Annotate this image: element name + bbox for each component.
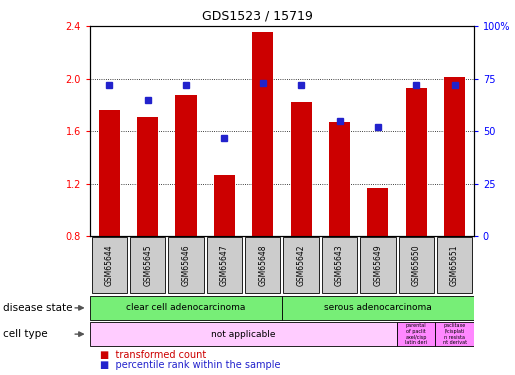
Text: GSM65649: GSM65649 — [373, 244, 382, 286]
Bar — [99, 110, 120, 236]
Text: parental
of paclit
axel/cisp
latin deri: parental of paclit axel/cisp latin deri — [405, 323, 427, 345]
Text: serous adenocarcinoma: serous adenocarcinoma — [324, 303, 432, 312]
FancyBboxPatch shape — [397, 322, 436, 346]
FancyBboxPatch shape — [90, 296, 282, 320]
Bar — [444, 78, 465, 236]
Text: GSM65651: GSM65651 — [450, 244, 459, 286]
FancyBboxPatch shape — [399, 237, 434, 293]
Bar — [406, 88, 427, 236]
Text: GSM65643: GSM65643 — [335, 244, 344, 286]
Bar — [329, 122, 350, 236]
Text: ■  transformed count: ■ transformed count — [100, 350, 207, 360]
Text: GSM65642: GSM65642 — [297, 244, 305, 286]
Bar — [214, 175, 235, 236]
Text: GSM65646: GSM65646 — [182, 244, 191, 286]
FancyBboxPatch shape — [437, 237, 472, 293]
Text: GSM65645: GSM65645 — [143, 244, 152, 286]
FancyBboxPatch shape — [360, 237, 396, 293]
Bar — [252, 32, 273, 236]
FancyBboxPatch shape — [436, 322, 474, 346]
Text: paclitaxe
l/cisplati
n resista
nt derivat: paclitaxe l/cisplati n resista nt deriva… — [442, 323, 467, 345]
Text: GSM65647: GSM65647 — [220, 244, 229, 286]
Text: GSM65648: GSM65648 — [259, 244, 267, 286]
FancyBboxPatch shape — [245, 237, 281, 293]
Text: ■  percentile rank within the sample: ■ percentile rank within the sample — [100, 360, 281, 370]
Bar — [137, 117, 158, 236]
Text: not applicable: not applicable — [211, 330, 276, 339]
Text: GDS1523 / 15719: GDS1523 / 15719 — [202, 9, 313, 22]
FancyBboxPatch shape — [282, 296, 474, 320]
Text: GSM65650: GSM65650 — [412, 244, 421, 286]
Text: GSM65644: GSM65644 — [105, 244, 114, 286]
Text: disease state: disease state — [3, 303, 72, 313]
FancyBboxPatch shape — [322, 237, 357, 293]
FancyBboxPatch shape — [130, 237, 165, 293]
FancyBboxPatch shape — [283, 237, 319, 293]
Bar — [176, 94, 197, 236]
FancyBboxPatch shape — [90, 322, 397, 346]
Text: cell type: cell type — [3, 329, 47, 339]
FancyBboxPatch shape — [92, 237, 127, 293]
Bar — [367, 188, 388, 236]
Bar — [290, 102, 312, 236]
FancyBboxPatch shape — [207, 237, 242, 293]
FancyBboxPatch shape — [168, 237, 204, 293]
Text: clear cell adenocarcinoma: clear cell adenocarcinoma — [126, 303, 246, 312]
